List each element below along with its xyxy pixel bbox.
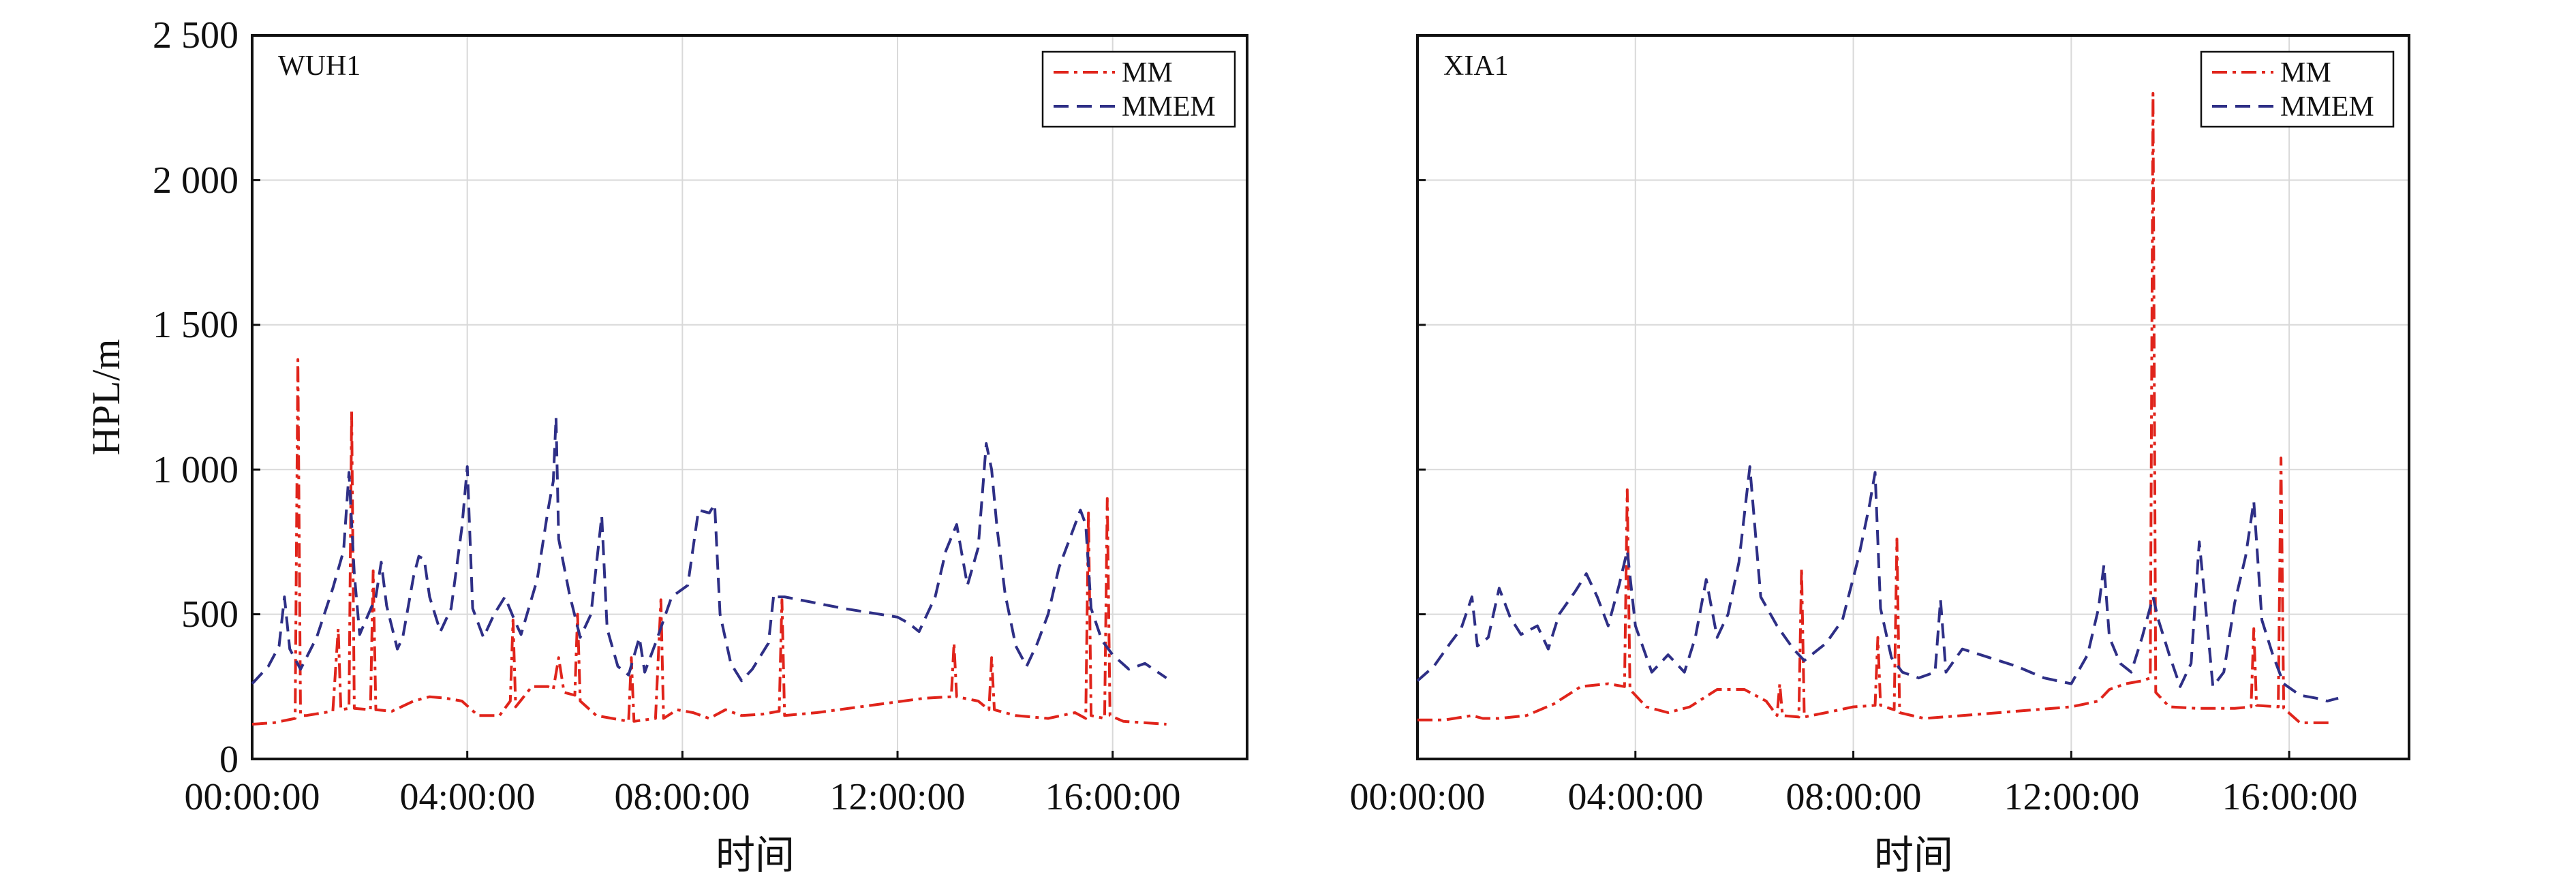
x-axis-title: 时间 — [1874, 833, 1953, 878]
x-tick-label: 00:00:00 — [1349, 776, 1485, 818]
station-label-wuh1: WUH1 — [278, 50, 361, 82]
legend-label-xia1-mmem: MMEM — [2280, 91, 2374, 123]
ticks-xia1 — [1416, 34, 2290, 760]
x-tick-label: 08:00:00 — [614, 776, 750, 818]
series-wuh1 — [251, 358, 1167, 726]
legend-box-xia1 — [2200, 50, 2395, 128]
plot-frame-xia1 — [1416, 34, 2410, 760]
legend-label-wuh1-mmem: MMEM — [1122, 91, 1216, 123]
station-label-xia1: XIA1 — [1443, 50, 1509, 82]
x-tick-label: 12:00:00 — [2004, 776, 2139, 818]
legend-label-wuh1-mm: MM — [1122, 57, 1173, 89]
plot-frame-wuh1 — [251, 34, 1248, 760]
y-tick-label: 1 000 — [153, 449, 239, 491]
x-tick-label: 04:00:00 — [399, 776, 535, 818]
panel-wuh1: WUH1 MM MMEM 0 500 1 000 1 500 2 000 2 5… — [84, 14, 1248, 878]
series-line-xia1-mm — [1417, 92, 2333, 724]
x-tick-label: 00:00:00 — [184, 776, 320, 818]
legend-xia1: MM MMEM — [2200, 50, 2395, 128]
y-tick-label: 0 — [219, 739, 239, 781]
y-tick-label: 2 500 — [153, 14, 239, 57]
series-line-wuh1-mm — [251, 358, 1167, 726]
x-tick-label: 08:00:00 — [1785, 776, 1921, 818]
series-xia1 — [1416, 92, 2339, 724]
legend-label-xia1-mm: MM — [2280, 57, 2331, 89]
x-tick-label: 16:00:00 — [2222, 776, 2357, 818]
legend-wuh1: MM MMEM — [1041, 50, 1236, 128]
x-tick-label: 04:00:00 — [1567, 776, 1703, 818]
y-tick-label: 2 000 — [153, 159, 239, 202]
y-axis-title: HPL/m — [84, 339, 128, 456]
x-tick-label: 12:00:00 — [829, 776, 965, 818]
x-tick-label: 16:00:00 — [1045, 776, 1180, 818]
grid-xia1 — [1417, 35, 2409, 759]
grid-wuh1 — [252, 35, 1247, 759]
x-axis-title: 时间 — [716, 833, 795, 878]
ticks-wuh1 — [251, 34, 1114, 760]
panel-xia1: XIA1 MM MMEM 00:00:00 04:00:00 08:00:00 … — [1349, 34, 2410, 878]
y-tick-label: 500 — [181, 593, 239, 636]
series-line-wuh1-mmem — [251, 416, 1167, 685]
legend-box-wuh1 — [1041, 50, 1236, 128]
series-line-xia1-mmem — [1416, 465, 2339, 702]
y-tick-label: 1 500 — [153, 304, 239, 346]
